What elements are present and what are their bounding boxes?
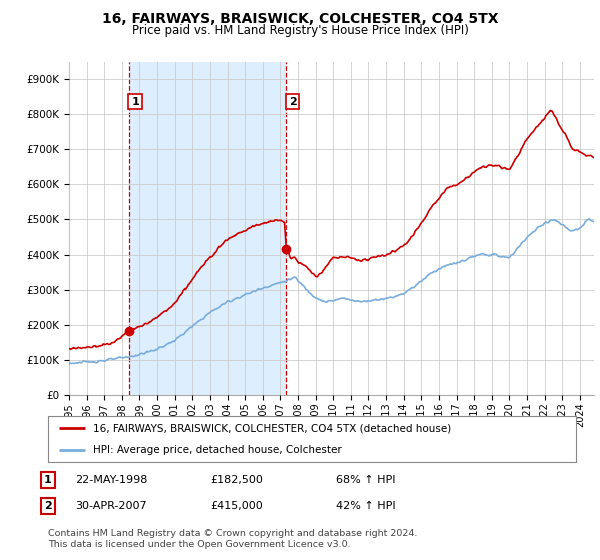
Text: £415,000: £415,000: [210, 501, 263, 511]
Text: 2: 2: [289, 96, 296, 106]
Text: 16, FAIRWAYS, BRAISWICK, COLCHESTER, CO4 5TX (detached house): 16, FAIRWAYS, BRAISWICK, COLCHESTER, CO4…: [93, 423, 451, 433]
Text: 22-MAY-1998: 22-MAY-1998: [75, 475, 148, 485]
Text: Price paid vs. HM Land Registry's House Price Index (HPI): Price paid vs. HM Land Registry's House …: [131, 24, 469, 36]
Text: 16, FAIRWAYS, BRAISWICK, COLCHESTER, CO4 5TX: 16, FAIRWAYS, BRAISWICK, COLCHESTER, CO4…: [102, 12, 498, 26]
Text: 1: 1: [131, 96, 139, 106]
Text: 1: 1: [44, 475, 52, 485]
Text: £182,500: £182,500: [210, 475, 263, 485]
Text: 2: 2: [44, 501, 52, 511]
Text: Contains HM Land Registry data © Crown copyright and database right 2024.
This d: Contains HM Land Registry data © Crown c…: [48, 529, 418, 549]
Text: 30-APR-2007: 30-APR-2007: [75, 501, 146, 511]
Text: 42% ↑ HPI: 42% ↑ HPI: [336, 501, 395, 511]
Bar: [128, 62, 286, 395]
Text: HPI: Average price, detached house, Colchester: HPI: Average price, detached house, Colc…: [93, 445, 341, 455]
Text: 68% ↑ HPI: 68% ↑ HPI: [336, 475, 395, 485]
